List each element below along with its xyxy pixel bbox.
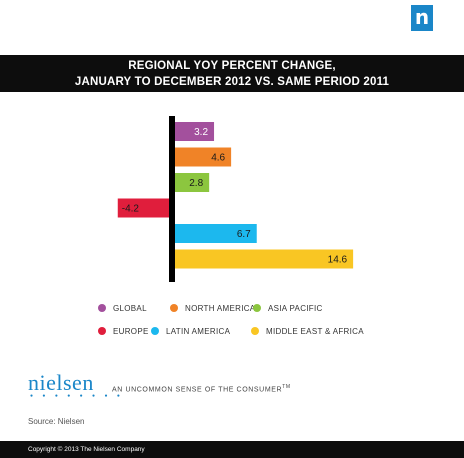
legend-dot-icon — [170, 304, 178, 312]
chart-title-line-1: REGIONAL YOY PERCENT CHANGE, — [128, 60, 336, 72]
bar-value-label: -4.2 — [122, 204, 140, 215]
legend-label: NORTH AMERICA — [185, 303, 256, 313]
legend-item: LATIN AMERICA — [151, 325, 230, 337]
source-note: Source: Nielsen — [28, 417, 85, 426]
chart-title-band: REGIONAL YOY PERCENT CHANGE, JANUARY TO … — [0, 55, 464, 92]
legend-item: NORTH AMERICA — [170, 302, 255, 314]
legend-label: EUROPE — [113, 326, 149, 336]
legend-item: ASIA PACIFIC — [253, 302, 323, 314]
chart-title-line-2: JANUARY TO DECEMBER 2012 VS. SAME PERIOD… — [74, 76, 390, 88]
bar-value-label: 14.6 — [328, 255, 348, 266]
legend-dot-icon — [98, 327, 106, 335]
copyright-footer: Copyright © 2013 The Nielsen Company — [0, 441, 464, 458]
bar-chart: 3.2 4.6 2.8 -4.2 6.7 14.6 — [117, 116, 354, 282]
legend-dot-icon — [253, 304, 261, 312]
nielsen-logo: nielsen — [28, 370, 94, 395]
legend-label: GLOBAL — [113, 303, 147, 313]
bar-europe — [117, 198, 169, 218]
legend-item: MIDDLE EAST & AFRICA — [251, 325, 364, 337]
bar-middle-east-africa — [175, 249, 354, 269]
zero-axis-line — [169, 116, 175, 282]
legend-dot-icon — [251, 327, 259, 335]
bar-north-america — [175, 147, 232, 167]
legend-dot-icon — [151, 327, 159, 335]
copyright-text: Copyright © 2013 The Nielsen Company — [28, 446, 145, 453]
bar-value-label: 4.6 — [211, 153, 225, 164]
brand-tagline: AN UNCOMMON SENSE OF THE CONSUMERTM — [112, 384, 291, 393]
nielsen-badge-icon: n — [411, 5, 433, 31]
bar-latin-america — [175, 224, 257, 243]
legend-dot-icon — [98, 304, 106, 312]
bar-value-label: 3.2 — [194, 127, 208, 138]
bar-global — [175, 122, 215, 141]
trademark-mark: TM — [282, 384, 291, 390]
legend-item: GLOBAL — [98, 302, 147, 314]
bar-value-label: 2.8 — [189, 178, 203, 189]
brand-tagline-text: AN UNCOMMON SENSE OF THE CONSUMER — [112, 386, 283, 394]
legend-item: EUROPE — [98, 325, 149, 337]
legend-label: MIDDLE EAST & AFRICA — [266, 326, 364, 336]
legend-label: LATIN AMERICA — [166, 326, 231, 336]
bar-asia-pacific — [175, 173, 210, 192]
logo-dots: ● ● ● ● ● ● ● ● — [30, 393, 124, 399]
legend-label: ASIA PACIFIC — [268, 303, 323, 313]
bar-value-label: 6.7 — [237, 229, 251, 240]
